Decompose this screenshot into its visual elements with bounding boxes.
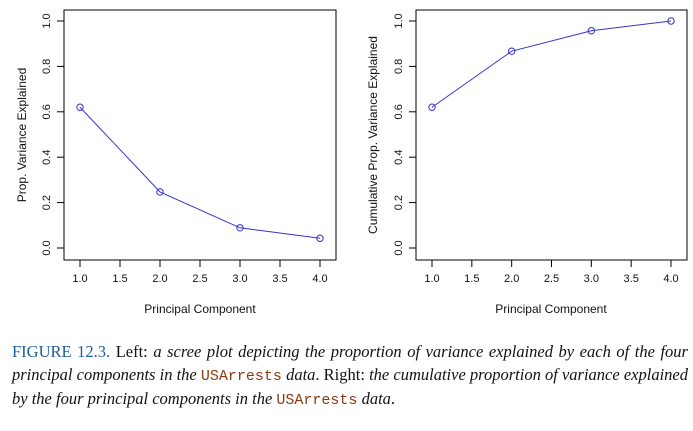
dataset-name-2: USArrests	[276, 392, 358, 409]
x-tick-label: 2.5	[544, 273, 559, 285]
y-tick-label: 0.2	[41, 195, 53, 210]
figure-label: FIGURE 12.3.	[12, 342, 111, 361]
cumulative-plot: 0.0 0.2 0.4 0.6 0.8 1.0 1.0 1.5 2.0 2.5 3.0 3.5 4.0 P…	[366, 9, 688, 316]
x-tick-label: 1.5	[112, 273, 127, 285]
x-tick-label: 4.0	[312, 273, 327, 285]
y-tick-label: 0.8	[393, 59, 405, 74]
x-tick-label: 2.0	[152, 273, 167, 285]
scree-plot: 0.0 0.2 0.4 0.6 0.8 1.0 1.0 1.5 2.0 2.5 3.0 3.5 4.0 P…	[15, 9, 337, 316]
x-tick-label: 1.0	[424, 273, 439, 285]
series-line	[79, 106, 321, 239]
y-tick-label: 0.2	[393, 195, 405, 210]
x-tick-label: 3.5	[272, 273, 287, 285]
x-tick-label: 3.0	[232, 273, 247, 285]
y-tick-label: 0.4	[41, 150, 53, 165]
caption-left: Left:	[110, 342, 154, 361]
y-axis-label: Cumulative Prop. Variance Explained	[366, 36, 380, 234]
chart-area: 0.0 0.2 0.4 0.6 0.8 1.0 1.0 1.5 2.0 2.5 3.0 3.5 4.0 P…	[15, 9, 688, 316]
x-tick-label: 2.0	[504, 273, 519, 285]
dataset-name-1: USArrests	[200, 367, 282, 385]
plot-frame	[415, 9, 688, 261]
series-line	[431, 20, 672, 108]
caption-end: .	[390, 389, 396, 408]
y-tick-label: 1.0	[393, 13, 405, 28]
y-tick-label: 0.0	[393, 240, 405, 255]
data-point	[428, 103, 436, 111]
data-point	[587, 27, 596, 35]
plot-frame	[63, 9, 337, 261]
x-axis-label: Principal Component	[144, 302, 256, 316]
y-tick-label: 0.8	[41, 59, 53, 74]
data-point	[507, 47, 516, 55]
x-tick-label: 3.5	[624, 273, 639, 285]
x-tick-label: 1.5	[464, 273, 479, 285]
y-tick-label: 1.0	[41, 13, 53, 28]
y-tick-label: 0.4	[393, 150, 405, 165]
data-point	[236, 224, 244, 232]
caption-right: . Right:	[315, 364, 370, 384]
y-tick-label: 0.0	[41, 240, 53, 255]
y-tick-label: 0.6	[393, 104, 405, 119]
x-tick-label: 4.0	[663, 273, 678, 285]
x-tick-label: 1.0	[72, 273, 87, 285]
figure-caption: FIGURE 12.3. Left: a scree plot depictin…	[12, 341, 688, 413]
x-axis-label: Principal Component	[495, 302, 607, 316]
data-point	[316, 234, 324, 242]
y-axis-label: Prop. Variance Explained	[15, 68, 29, 203]
caption-data-2: data	[357, 389, 391, 408]
x-tick-label: 2.5	[192, 273, 207, 285]
x-tick-label: 3.0	[584, 273, 599, 285]
caption-data-1: data	[281, 364, 316, 384]
caption-right-desc: the cumulative proportion of variance ex…	[12, 364, 688, 409]
caption-left-desc: a scree plot depicting the proportion of…	[12, 342, 688, 384]
data-point	[667, 17, 675, 25]
y-tick-label: 0.6	[41, 104, 53, 119]
data-point	[156, 188, 164, 196]
data-point	[76, 103, 84, 111]
